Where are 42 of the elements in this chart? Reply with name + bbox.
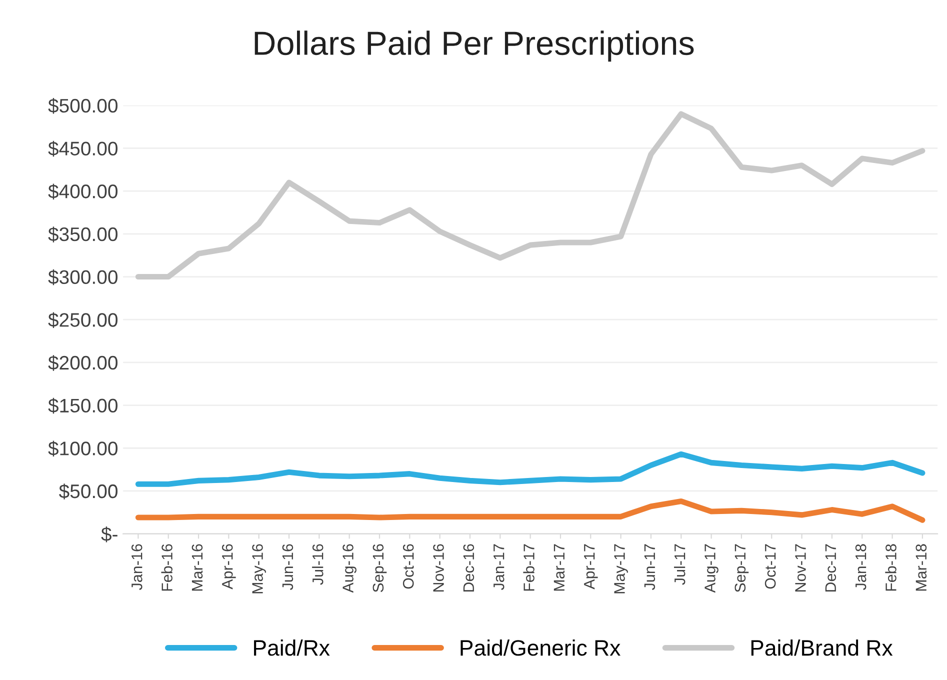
x-tick-label: Sep-16	[372, 544, 387, 592]
y-tick-label: $450.00	[48, 140, 118, 157]
legend-label: Paid/Rx	[254, 639, 330, 656]
x-tick-label: Jun-17	[644, 544, 656, 590]
x-tick-label: Dec-16	[463, 544, 474, 592]
x-tick-label: Feb-16	[161, 544, 172, 591]
x-tick-label: Apr-16	[222, 544, 236, 590]
x-tick-label: Jan-18	[855, 544, 866, 590]
x-tick-label: Jul-16	[312, 544, 324, 585]
y-tick-label: $-	[101, 526, 118, 542]
y-tick-label: $500.00	[48, 98, 118, 114]
legend-label: Paid/Brand Rx	[751, 639, 893, 656]
x-tick-label: Oct-16	[402, 544, 414, 589]
x-tick-label: Nov-16	[433, 544, 444, 592]
x-tick-label: Mar-17	[554, 544, 565, 591]
x-tick-label: Feb-17	[523, 544, 534, 591]
x-tick-label: Aug-16	[342, 544, 356, 593]
y-tick-label: $50.00	[58, 484, 118, 500]
y-tick-label: $350.00	[48, 226, 118, 242]
x-tick-label: Jul-17	[674, 544, 686, 585]
x-tick-label: Mar-18	[916, 544, 927, 591]
x-tick-label: Dec-17	[825, 544, 836, 592]
x-tick-label: Mar-16	[192, 544, 203, 591]
y-tick-label: $100.00	[48, 440, 118, 457]
x-tick-label: Jun-16	[282, 544, 294, 590]
chart-title: Dollars Paid Per Prescriptions	[254, 30, 694, 62]
x-tick-label: Apr-17	[584, 544, 598, 590]
y-tick-label: $400.00	[48, 184, 118, 200]
x-tick-label: Oct-17	[764, 544, 776, 589]
y-tick-label: $250.00	[48, 312, 118, 328]
y-tick-label: $150.00	[48, 398, 118, 414]
legend-label: Paid/Generic Rx	[460, 639, 620, 656]
x-tick-label: Jan-17	[494, 544, 504, 590]
y-tick-label: $200.00	[48, 355, 118, 371]
x-tick-label: May-16	[252, 544, 266, 594]
x-tick-label: May-17	[614, 544, 628, 594]
x-tick-label: Nov-17	[795, 544, 806, 592]
x-tick-label: Feb-18	[885, 544, 896, 591]
y-tick-label: $300.00	[48, 269, 118, 286]
x-tick-label: Jan-16	[131, 544, 142, 590]
x-tick-label: Sep-17	[734, 544, 749, 592]
x-tick-label: Aug-17	[704, 544, 718, 593]
